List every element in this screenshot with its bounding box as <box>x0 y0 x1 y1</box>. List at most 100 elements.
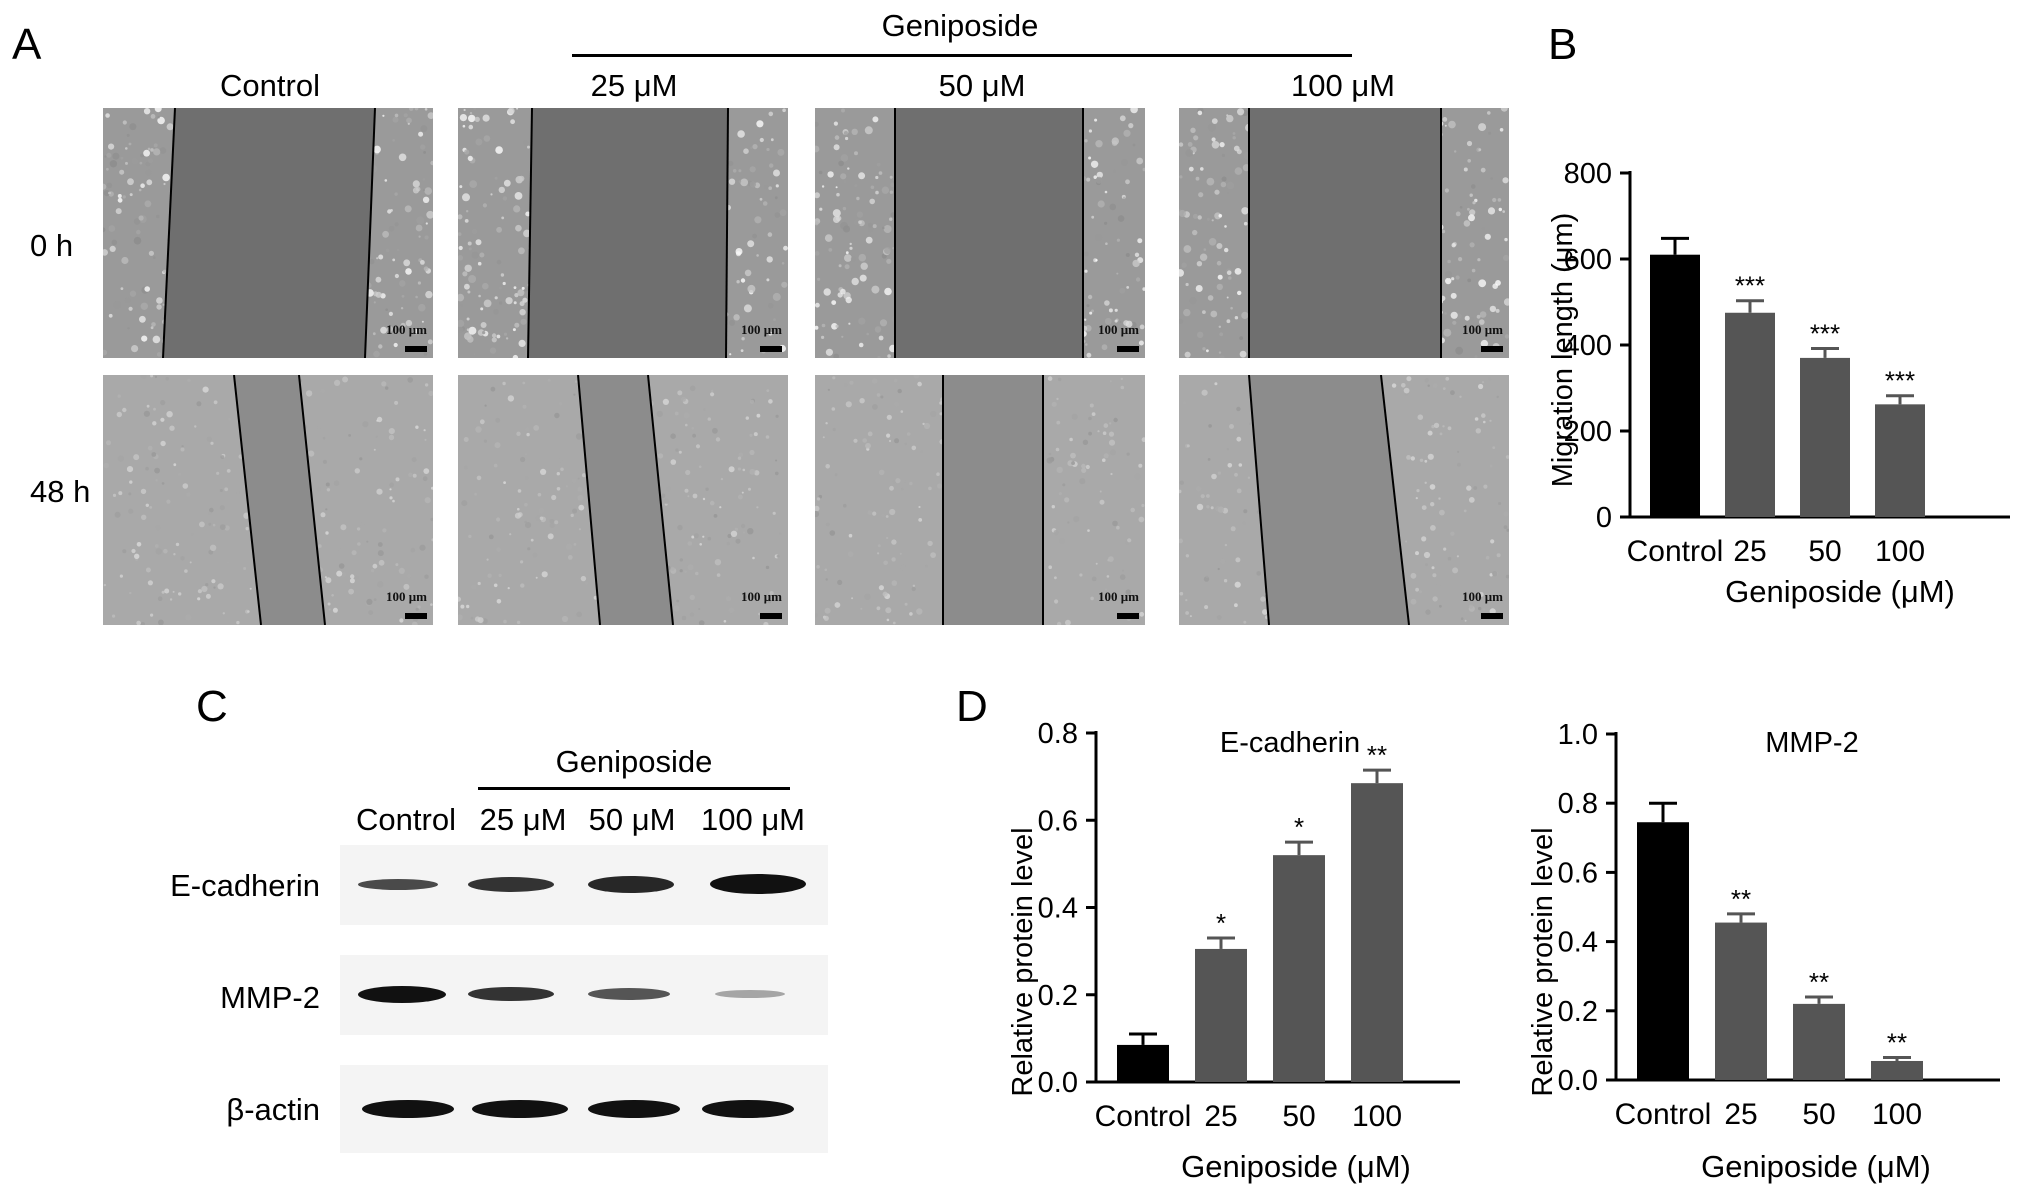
scale-bar <box>1117 613 1139 619</box>
scale-bar <box>405 346 427 352</box>
band-bactin-50 <box>588 1100 680 1118</box>
bar-100 <box>1875 404 1925 517</box>
bar-25 <box>1715 922 1767 1080</box>
bar-Control <box>1637 822 1689 1080</box>
y-tick-label: 0.4 <box>1038 893 1078 925</box>
panel-letter-c: C <box>196 682 228 731</box>
bar-Control <box>1117 1044 1169 1082</box>
bar-50 <box>1273 855 1325 1082</box>
bar-25 <box>1725 312 1775 517</box>
column-label-100um: 100 μM <box>1290 68 1396 103</box>
ecadherin-chart: E-cadherin Relative protein level Genipo… <box>1007 718 1460 1184</box>
panel-letter-d: D <box>956 682 988 731</box>
scale-bar <box>760 613 782 619</box>
significance-mark: ** <box>1367 740 1387 770</box>
mmp2-chart: MMP-2 Relative protein level Geniposide … <box>1527 719 2000 1184</box>
geniposide-label-c: Geniposide <box>555 744 713 779</box>
band-mmp2-50 <box>588 988 670 1000</box>
scale-bar-label: 100 μm <box>386 589 427 604</box>
micrograph-48h-50um: 100 μm <box>815 375 1145 625</box>
category-label: 50 <box>1282 1100 1315 1133</box>
chart-d2-title: MMP-2 <box>1765 727 1858 759</box>
y-tick-label: 400 <box>1564 330 1612 362</box>
scale-bar <box>1481 613 1503 619</box>
row-label-48h: 48 h <box>30 474 91 509</box>
y-tick-label: 0.6 <box>1038 805 1078 837</box>
bar-25 <box>1195 948 1247 1082</box>
lane-label-50um: 50 μM <box>588 802 676 837</box>
row-label-0h: 0 h <box>30 228 74 263</box>
chart-d1-xlabel: Geniposide (μM) <box>1181 1149 1411 1184</box>
geniposide-label-a: Geniposide <box>881 8 1039 43</box>
panel-letter-a: A <box>12 20 42 69</box>
band-ecadherin-50 <box>588 876 674 893</box>
y-tick-label: 0.2 <box>1038 980 1078 1012</box>
geniposide-bracket-c <box>478 787 790 790</box>
micrograph-48h-control: 100 μm <box>103 375 433 625</box>
panel-letter-b: B <box>1548 20 1578 69</box>
chart-d2-ylabel: Relative protein level <box>1527 827 1559 1096</box>
micrograph-0h-50um: 100 μm <box>815 108 1145 358</box>
lane-label-25um: 25 μM <box>479 802 567 837</box>
column-label-25um: 25 μM <box>590 68 678 103</box>
scale-bar-label: 100 μm <box>1098 589 1139 604</box>
bar-50 <box>1793 1003 1845 1080</box>
category-label: Control <box>1615 1098 1712 1131</box>
significance-mark: * <box>1294 812 1304 842</box>
micrograph-48h-25um: 100 μm <box>458 375 788 625</box>
category-label: 50 <box>1802 1098 1835 1131</box>
band-mmp2-25 <box>468 987 554 1001</box>
y-tick-label: 0.6 <box>1558 857 1598 889</box>
protein-label-ecadherin: E-cadherin <box>170 868 320 903</box>
y-tick-label: 0.4 <box>1558 927 1598 959</box>
category-label: 100 <box>1352 1100 1402 1133</box>
micrograph-0h-control: 100 μm <box>103 108 433 358</box>
chart-b-xlabel: Geniposide (μM) <box>1725 574 1955 609</box>
y-tick-label: 200 <box>1564 416 1612 448</box>
bar-100 <box>1871 1060 1923 1080</box>
scale-bar <box>1481 346 1503 352</box>
y-tick-label: 0.0 <box>1558 1065 1598 1097</box>
blot-strip-mmp2 <box>340 955 828 1035</box>
significance-mark: *** <box>1810 318 1840 348</box>
category-label: 100 <box>1872 1098 1922 1131</box>
micrograph-0h-100um: 100 μm <box>1179 108 1509 358</box>
blot-strip-ecadherin <box>340 845 828 925</box>
geniposide-bracket-a <box>572 54 1352 57</box>
blot-strip-bactin <box>340 1065 828 1153</box>
lane-label-100um: 100 μM <box>700 802 806 837</box>
bar-100 <box>1351 783 1403 1082</box>
category-label: 25 <box>1733 535 1766 568</box>
bar-Control <box>1650 254 1700 517</box>
scale-bar <box>1117 346 1139 352</box>
y-tick-label: 0.8 <box>1558 788 1598 820</box>
category-label: Control <box>1627 535 1724 568</box>
category-label: 25 <box>1204 1100 1237 1133</box>
scale-bar-label: 100 μm <box>386 322 427 337</box>
migration-length-chart: Migration length (μm) Geniposide (μM) 0 2… <box>1547 158 2010 609</box>
y-tick-label: 800 <box>1564 158 1612 190</box>
y-tick-label: 0.8 <box>1038 718 1078 750</box>
significance-mark: *** <box>1885 366 1915 396</box>
category-label: Control <box>1095 1100 1192 1133</box>
y-tick-label: 600 <box>1564 244 1612 276</box>
column-label-50um: 50 μM <box>938 68 1026 103</box>
category-label: 100 <box>1875 535 1925 568</box>
band-ecadherin-25 <box>468 877 554 892</box>
significance-mark: ** <box>1887 1028 1907 1058</box>
scale-bar-label: 100 μm <box>1462 322 1503 337</box>
chart-d1-title: E-cadherin <box>1220 727 1360 759</box>
protein-label-mmp2: MMP-2 <box>220 980 320 1015</box>
category-label: 50 <box>1808 535 1841 568</box>
band-mmp2-100 <box>715 990 785 998</box>
significance-mark: ** <box>1731 884 1751 914</box>
bar-50 <box>1800 357 1850 517</box>
scale-bar-label: 100 μm <box>1462 589 1503 604</box>
protein-label-bactin: β-actin <box>226 1092 320 1127</box>
y-tick-label: 1.0 <box>1558 719 1598 751</box>
chart-d2-xlabel: Geniposide (μM) <box>1701 1149 1931 1184</box>
chart-d1-ylabel: Relative protein level <box>1007 827 1039 1096</box>
scale-bar-label: 100 μm <box>1098 322 1139 337</box>
y-tick-label: 0.0 <box>1038 1067 1078 1099</box>
micrograph-48h-100um: 100 μm <box>1179 375 1509 625</box>
